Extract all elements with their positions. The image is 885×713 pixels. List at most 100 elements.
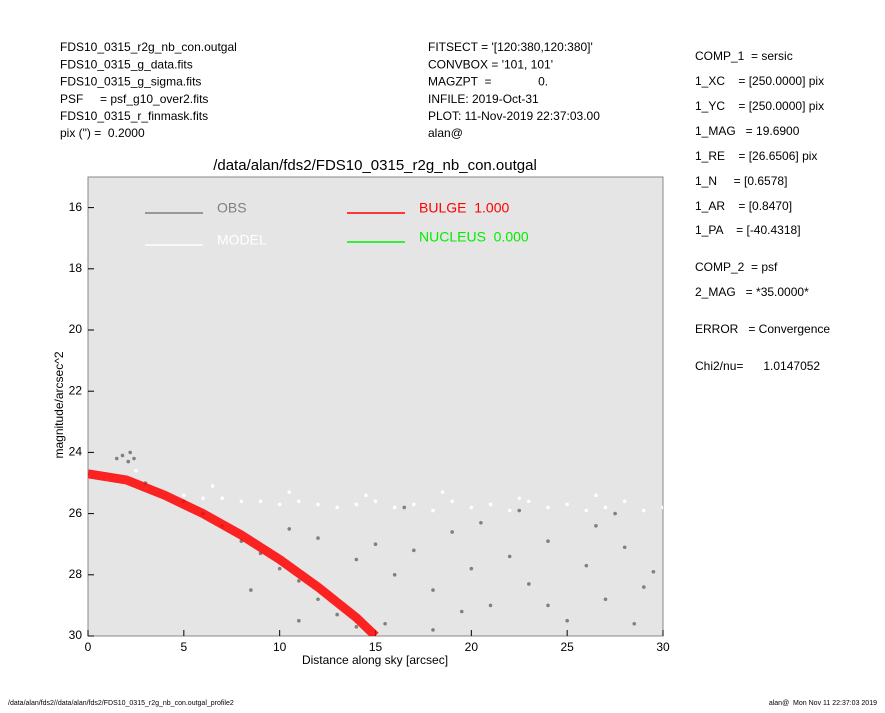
data-point <box>613 511 617 516</box>
data-point <box>316 536 320 540</box>
data-point <box>249 588 253 592</box>
data-point <box>565 618 569 623</box>
data-point <box>642 585 646 589</box>
data-point <box>120 453 125 458</box>
plot-area <box>87 176 664 637</box>
data-point <box>594 493 598 498</box>
data-point <box>126 459 131 464</box>
data-point <box>392 573 397 577</box>
data-point <box>431 588 435 592</box>
header-middle-line: FITSECT = '[120:380,120:380]' <box>428 40 593 54</box>
data-point <box>114 456 119 461</box>
y-tick-label: 18 <box>69 261 83 275</box>
data-point <box>277 566 282 571</box>
data-point <box>565 502 569 507</box>
data-point <box>277 502 282 507</box>
y-tick-label: 28 <box>69 567 83 581</box>
data-point <box>316 502 320 507</box>
parameter-line: 1_RE = [26.6506] pix <box>695 149 817 163</box>
data-point <box>297 579 301 583</box>
legend-label: OBS <box>217 200 247 216</box>
header-left-line: FDS10_0315_g_data.fits <box>60 57 193 71</box>
x-tick-label: 30 <box>656 640 670 654</box>
data-point <box>661 505 663 510</box>
data-point <box>507 554 512 559</box>
parameter-line: 1_XC = [250.0000] pix <box>695 74 824 88</box>
footer-right: alan@ Mon Nov 11 22:37:03 2019 <box>769 700 877 707</box>
parameter-line: ERROR = Convergence <box>695 322 830 336</box>
data-point <box>517 496 522 501</box>
data-point <box>642 508 646 513</box>
data-point <box>201 496 205 501</box>
data-point <box>431 508 435 513</box>
parameter-line: 1_PA = [-40.4318] <box>695 223 801 237</box>
data-point <box>546 539 550 543</box>
data-point <box>603 505 608 510</box>
data-point <box>527 582 531 586</box>
data-point <box>335 505 339 510</box>
data-point <box>316 597 320 602</box>
data-point <box>546 505 550 510</box>
header-middle-line: INFILE: 2019-Oct-31 <box>428 92 539 106</box>
data-point <box>373 499 378 504</box>
parameter-line: Chi2/nu= 1.0147052 <box>695 359 820 373</box>
data-point <box>450 499 454 504</box>
header-left-line: PSF = psf_g10_over2.fits <box>60 92 208 106</box>
data-point <box>287 527 292 531</box>
data-point <box>134 468 138 473</box>
data-point <box>546 603 550 608</box>
y-tick-label: 30 <box>69 628 83 642</box>
data-point <box>402 505 407 510</box>
parameter-line: COMP_1 = sersic <box>695 49 793 63</box>
data-point <box>632 621 637 626</box>
data-point <box>354 557 359 562</box>
data-point <box>479 520 483 525</box>
data-point <box>383 621 387 626</box>
parameter-line: 1_AR = [0.8470] <box>695 199 792 213</box>
legend-label: BULGE 1.000 <box>419 200 509 216</box>
legend-label: MODEL <box>217 232 267 248</box>
data-point <box>594 524 598 528</box>
header-middle-line: PLOT: 11-Nov-2019 22:37:03.00 <box>428 109 600 123</box>
x-tick-label: 15 <box>369 640 383 654</box>
data-point <box>622 499 627 504</box>
data-point <box>469 505 474 510</box>
data-point <box>469 566 474 571</box>
data-point <box>507 508 512 513</box>
data-point <box>182 493 186 498</box>
data-point <box>651 569 656 574</box>
header-left-line: FDS10_0315_g_sigma.fits <box>60 75 201 89</box>
parameter-line: 1_MAG = 19.6900 <box>695 124 800 138</box>
x-tick-label: 0 <box>85 640 92 654</box>
header-left-line: pix (") = 0.2000 <box>60 126 145 140</box>
y-axis-label: magnitude/arcsec^2 <box>52 351 66 458</box>
data-point <box>354 502 359 507</box>
data-point <box>517 508 522 513</box>
x-tick-label: 20 <box>465 640 479 654</box>
chart-title: /data/alan/fds2/FDS10_0315_r2g_nb_con.ou… <box>213 157 537 174</box>
data-point <box>440 490 445 494</box>
data-point <box>297 618 301 623</box>
y-tick-label: 20 <box>69 322 83 336</box>
data-point <box>373 542 378 546</box>
data-point <box>488 502 493 507</box>
data-point <box>603 597 608 602</box>
x-axis-label: Distance along sky [arcsec] <box>302 653 448 667</box>
data-point <box>584 563 589 568</box>
data-point <box>287 490 292 494</box>
legend-label: NUCLEUS 0.000 <box>419 229 529 245</box>
data-point <box>297 499 301 504</box>
x-tick-label: 10 <box>273 640 287 654</box>
y-tick-label: 26 <box>69 506 83 520</box>
parameter-line: 1_YC = [250.0000] pix <box>695 99 824 113</box>
data-point <box>132 456 136 461</box>
data-point <box>210 484 215 488</box>
data-point <box>412 502 416 507</box>
y-tick-label: 22 <box>69 383 83 397</box>
x-tick-label: 25 <box>560 640 574 654</box>
header-left-line: FDS10_0315_r2g_nb_con.outgal <box>60 40 237 54</box>
y-tick-label: 24 <box>69 445 83 459</box>
data-point <box>488 603 493 608</box>
x-tick-label: 5 <box>180 640 187 654</box>
header-middle-line: CONVBOX = '101, 101' <box>428 57 553 71</box>
